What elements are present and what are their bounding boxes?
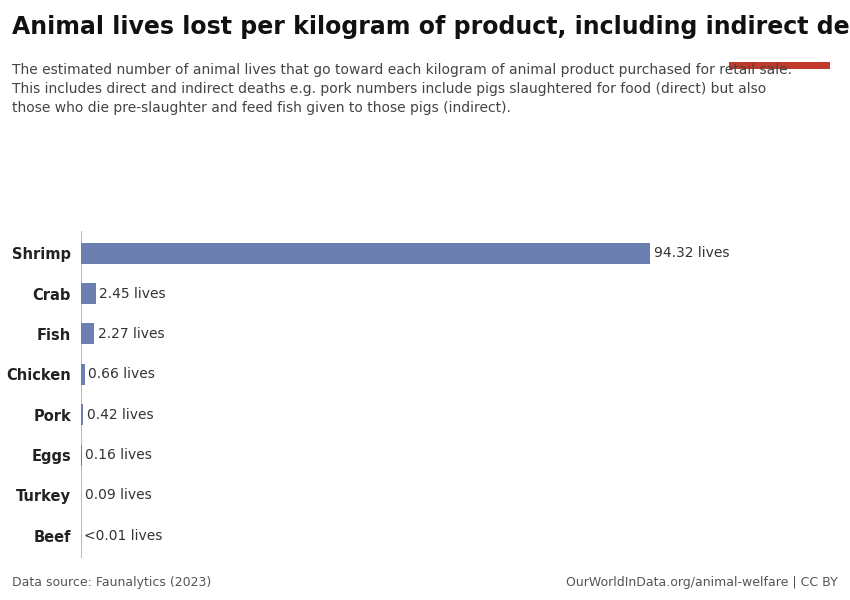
Text: 94.32 lives: 94.32 lives [654,246,729,260]
Text: 0.42 lives: 0.42 lives [87,407,154,422]
Text: Our World: Our World [746,23,813,37]
Text: in Data: in Data [756,42,803,55]
Text: <0.01 lives: <0.01 lives [84,529,163,543]
Bar [81,243,650,263]
Bar [81,323,94,344]
Bar [81,364,85,385]
Text: 2.27 lives: 2.27 lives [98,327,165,341]
Text: The estimated number of animal lives that go toward each kilogram of animal prod: The estimated number of animal lives tha… [12,63,792,115]
Text: 0.16 lives: 0.16 lives [85,448,152,462]
Text: Data source: Faunalytics (2023): Data source: Faunalytics (2023) [12,576,211,589]
Text: Animal lives lost per kilogram of product, including indirect deaths: Animal lives lost per kilogram of produc… [12,15,850,39]
Text: 0.09 lives: 0.09 lives [85,488,151,502]
Text: OurWorldInData.org/animal-welfare | CC BY: OurWorldInData.org/animal-welfare | CC B… [566,576,838,589]
Text: 2.45 lives: 2.45 lives [99,287,166,301]
Bar [81,283,95,304]
Text: 0.66 lives: 0.66 lives [88,367,156,382]
Bar [81,404,83,425]
Bar [729,62,830,69]
Bar [81,445,82,466]
